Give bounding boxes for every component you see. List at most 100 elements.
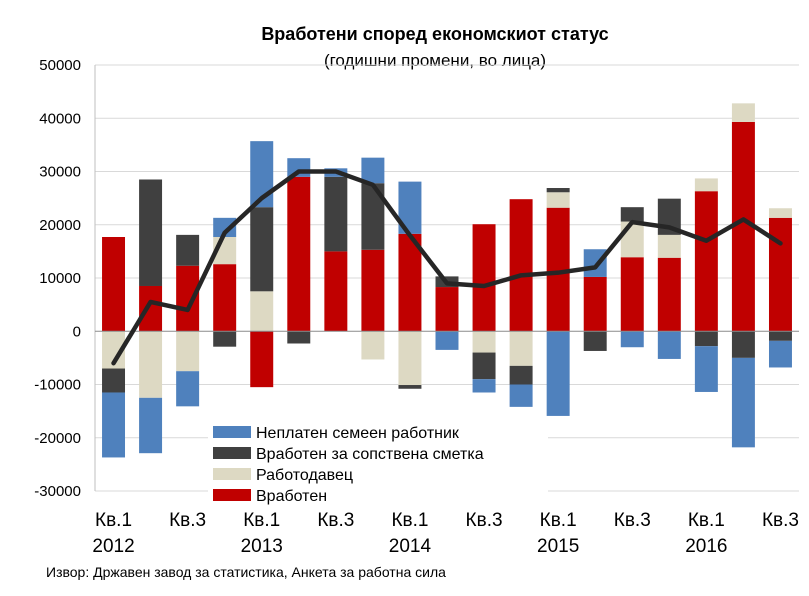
x-tick-year-label: 2012 [92, 536, 134, 557]
legend-swatch [213, 489, 251, 501]
bar-segment [398, 385, 422, 389]
bar-segment [250, 331, 274, 388]
bar-segment [546, 192, 570, 208]
legend-label: Вработен за сопствена сметка [256, 446, 484, 463]
legend-swatch [213, 426, 251, 438]
legend-swatch [213, 447, 251, 459]
bar-segment [102, 237, 126, 332]
x-tick-label: Кв.3 [169, 510, 206, 531]
bar-segment [768, 331, 792, 341]
bar-segment [509, 384, 533, 407]
bar-segment [361, 249, 385, 332]
bar-segment [546, 331, 570, 416]
bar-segment [731, 103, 755, 122]
bar-segment [731, 121, 755, 332]
x-tick-label: Кв.3 [466, 510, 503, 531]
bar-segment [287, 176, 311, 332]
y-tick-label: 40000 [39, 110, 81, 127]
bar-segment [657, 234, 681, 258]
bar-segment [509, 365, 533, 385]
y-tick-label: -20000 [34, 430, 81, 447]
bar-segment [398, 331, 422, 386]
bar-segment [361, 157, 385, 184]
x-tick-label: Кв.1 [540, 510, 577, 531]
bar-segment [472, 379, 496, 393]
bar-segment [435, 287, 459, 332]
bar-segment [102, 392, 126, 458]
bar-segment [657, 257, 681, 332]
bar-segment [176, 371, 200, 407]
x-tick-label: Кв.1 [243, 510, 280, 531]
bar-segment [472, 224, 496, 332]
bar-segment [139, 179, 163, 286]
x-tick-label: Кв.3 [614, 510, 651, 531]
bar-segment [176, 234, 200, 266]
chart-subtitle: (годишни промени, во лица) [324, 51, 546, 70]
x-tick-year-label: 2014 [389, 536, 432, 557]
x-tick-label: Кв.1 [688, 510, 725, 531]
bar-segment [546, 188, 570, 193]
bar-segment [731, 331, 755, 358]
bar-segment [139, 285, 163, 332]
source-note: Извор: Државен завод за статистика, Анке… [46, 564, 446, 580]
bar-segment [583, 249, 607, 277]
x-tick-year-label: 2013 [241, 536, 283, 557]
bar-segment [324, 251, 348, 332]
bar-segment [472, 352, 496, 380]
total-line [111, 169, 783, 366]
bar-segment [546, 207, 570, 332]
y-tick-label: -10000 [34, 377, 81, 394]
y-tick-label: -30000 [34, 483, 81, 500]
bar-segment [694, 346, 718, 392]
total-series-line [111, 169, 783, 366]
bar-segment [583, 331, 607, 351]
bar-segment [213, 264, 237, 332]
legend-label: Вработен [256, 488, 327, 505]
x-tick-year-label: 2016 [685, 536, 727, 557]
bar-segment [139, 397, 163, 454]
bar-segment [694, 178, 718, 192]
bar-segment [139, 331, 163, 398]
bar-segment [657, 331, 681, 359]
bar-segment [472, 331, 496, 353]
legend-label: Работодавец [256, 467, 353, 484]
bar-segment [768, 217, 792, 332]
bar-segment [213, 217, 237, 237]
x-tick-label: Кв.1 [391, 510, 428, 531]
legend-swatch [213, 468, 251, 480]
legend-box [208, 421, 548, 509]
bar-segment [250, 141, 274, 208]
bar-segment [768, 340, 792, 368]
bar-segment [361, 183, 385, 250]
legend-label: Неплатен семеен работник [256, 425, 460, 442]
bar-segment [435, 331, 459, 350]
x-tick-label: Кв.1 [95, 510, 132, 531]
x-tick-year-label: 2015 [537, 536, 579, 557]
bar-segment [620, 207, 644, 222]
y-axis-ticks: 50000 40000 30000 20000 10000 0 -10000 -20000 -3… [34, 57, 81, 500]
bar-segment [509, 199, 533, 332]
bar-segment [102, 331, 126, 369]
y-tick-label: 20000 [39, 217, 81, 234]
y-tick-label: 10000 [39, 270, 81, 287]
y-tick-label: 30000 [39, 164, 81, 181]
bar-segment [731, 357, 755, 448]
bar-segment [176, 331, 200, 372]
y-tick-label: 50000 [39, 57, 81, 74]
bar-segment [102, 368, 126, 393]
legend: Неплатен семеен работник Вработен за сопс… [208, 421, 548, 509]
bar-segment [324, 176, 348, 252]
chart-title: Вработени според економскиот статус [261, 24, 608, 44]
bar-segment [213, 331, 237, 347]
bar-segment [250, 291, 274, 332]
x-tick-label: Кв.3 [762, 510, 799, 531]
x-tick-label: Кв.3 [317, 510, 354, 531]
bar-segment [509, 331, 533, 366]
bar-segment [620, 221, 644, 258]
bar-segment [287, 331, 311, 344]
bar-segment [398, 233, 422, 332]
x-axis-ticks: Кв.1 2012 Кв.3 Кв.1 2013 Кв.3 Кв.1 2014 Кв.3 Кв.1… [92, 510, 799, 557]
bar-segment [620, 257, 644, 332]
bar-segment [176, 265, 200, 332]
